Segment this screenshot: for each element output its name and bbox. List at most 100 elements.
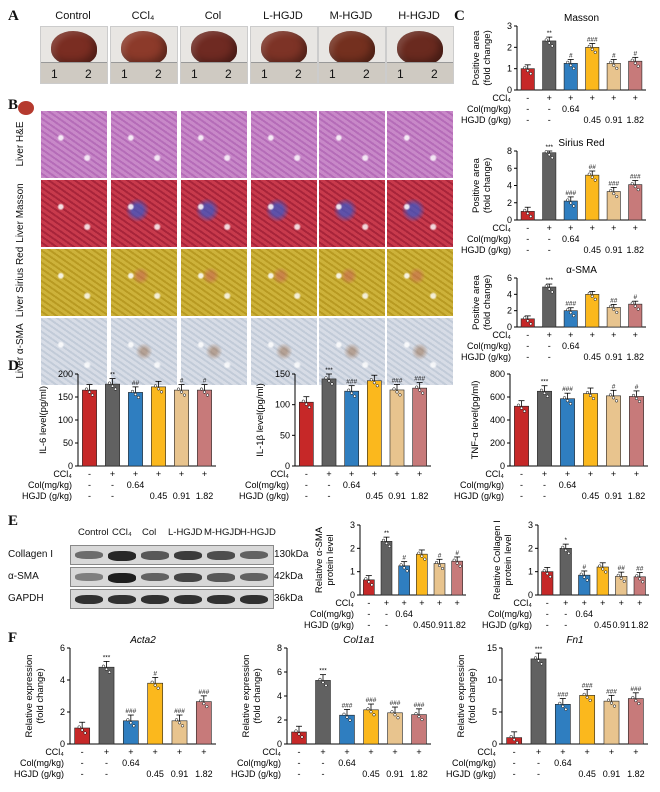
data-point <box>372 713 376 717</box>
treatment-row-label: CCl₄ <box>335 598 354 608</box>
treatment-value: - <box>526 223 529 233</box>
data-point <box>458 564 462 568</box>
y-tick-label: 0 <box>277 739 282 749</box>
treatment-value: + <box>349 469 354 479</box>
data-point <box>612 191 616 196</box>
y-tick-label: 2 <box>507 42 512 52</box>
y-tick-label: 150 <box>275 369 290 379</box>
treatment-value: 0.91 <box>386 769 404 779</box>
treatment-value: - <box>513 769 516 779</box>
significance-marker: ### <box>366 697 377 704</box>
bar <box>554 704 571 745</box>
data-point <box>434 560 439 565</box>
panel-letter-b: B <box>8 97 19 113</box>
data-point <box>615 66 619 70</box>
treatment-value: + <box>609 747 614 757</box>
data-point <box>609 60 613 64</box>
treatment-value: 0.91 <box>605 245 623 255</box>
y-axis-label: TNF-α level(pg/ml) <box>470 381 481 460</box>
y-tick-label: 1 <box>350 567 355 577</box>
bar <box>627 698 644 745</box>
bar <box>578 574 591 596</box>
treatment-row-label: CCl₄ <box>53 469 72 479</box>
significance-marker: # <box>633 50 637 57</box>
blot-band <box>174 573 202 582</box>
data-point <box>390 710 394 714</box>
data-point <box>631 393 636 397</box>
data-point <box>77 725 81 729</box>
y-tick-label: 6 <box>507 163 512 173</box>
treatment-row-label: CCl₄ <box>477 747 496 757</box>
treatment-value: - <box>88 469 91 479</box>
treatment-value: 0.45 <box>583 352 601 362</box>
treatment-value: + <box>179 469 184 479</box>
y-axis-label: Relative Collagen Iprotein level <box>492 520 514 600</box>
treatment-value: - <box>526 115 529 125</box>
significance-marker: *** <box>545 144 553 151</box>
tissue-section <box>318 248 386 317</box>
significance-marker: # <box>633 294 637 301</box>
treatment-row-label: Col(mg/kg) <box>467 341 511 351</box>
data-point <box>587 172 591 176</box>
data-point <box>415 385 419 389</box>
data-point <box>300 735 304 739</box>
significance-marker: *** <box>103 654 111 661</box>
treatment-row-label: Col(mg/kg) <box>28 480 72 490</box>
data-point <box>590 47 594 51</box>
significance-marker: ### <box>565 301 576 308</box>
data-point <box>615 310 619 314</box>
treatment-value: + <box>156 469 161 479</box>
data-point <box>631 696 635 700</box>
stain-row-label: Liver Sirius Red <box>15 246 26 317</box>
treatment-value: + <box>611 223 616 233</box>
treatment-value: - <box>548 341 551 351</box>
data-point <box>370 583 374 587</box>
liver-specimen <box>51 31 97 65</box>
data-point <box>612 63 616 67</box>
panel-letter-d: D <box>8 358 19 374</box>
data-point <box>567 551 571 555</box>
treatment-row-label: HGJD (g/kg) <box>461 115 511 125</box>
data-point <box>547 287 551 291</box>
data-point <box>156 686 160 690</box>
treatment-value: + <box>417 469 422 479</box>
tissue-section <box>180 317 248 386</box>
ruler-number: 1 <box>121 67 128 81</box>
significance-marker: ### <box>630 686 641 693</box>
bar <box>583 393 598 467</box>
significance-marker: ### <box>562 386 573 393</box>
y-tick-label: 1 <box>507 64 512 74</box>
treatment-value: + <box>419 598 424 608</box>
treatment-value: + <box>568 223 573 233</box>
treatment-row-label: HGJD (g/kg) <box>304 620 354 630</box>
blot-kda-label: 42kDa <box>274 571 303 582</box>
treatment-value: 0.91 <box>605 115 623 125</box>
y-tick-label: 100 <box>58 415 73 425</box>
treatment-value: + <box>110 469 115 479</box>
bar <box>542 40 557 91</box>
data-point <box>150 680 154 684</box>
data-point <box>107 670 112 674</box>
treatment-value: - <box>81 769 84 779</box>
data-point <box>585 391 590 395</box>
chart-C2: Sirius Red Positive area(fold change) 0 2 4 6… <box>461 138 646 255</box>
data-point <box>587 291 591 295</box>
treatment-value: 0.91 <box>603 769 621 779</box>
blot-band <box>141 551 169 560</box>
tissue-section <box>250 110 318 179</box>
y-tick-label: 0 <box>500 461 505 471</box>
group-header: Control <box>55 10 91 22</box>
data-point <box>176 387 181 391</box>
treatment-value: 1.82 <box>410 769 428 779</box>
treatment-value: + <box>368 747 373 757</box>
treatment-value: 0.91 <box>431 620 449 630</box>
data-point <box>129 721 133 725</box>
treatment-value: - <box>548 234 551 244</box>
data-point <box>539 388 544 392</box>
data-point <box>395 390 399 394</box>
significance-marker: ### <box>125 708 136 715</box>
treatment-value: 0.91 <box>388 491 406 501</box>
blot-band <box>207 551 235 560</box>
